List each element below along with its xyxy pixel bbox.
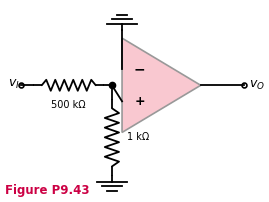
Text: 500 kΩ: 500 kΩ — [51, 100, 86, 110]
Polygon shape — [122, 38, 201, 133]
Text: $v_I$: $v_I$ — [8, 78, 19, 91]
Text: Figure P9.43: Figure P9.43 — [5, 184, 90, 197]
Text: −: − — [134, 62, 146, 76]
Text: +: + — [134, 95, 145, 108]
Text: 1 kΩ: 1 kΩ — [127, 132, 149, 142]
Text: $v_O$: $v_O$ — [249, 79, 265, 92]
